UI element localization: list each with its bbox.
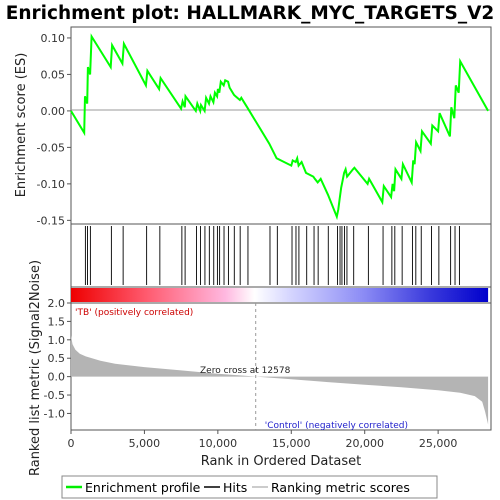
enrichment-profile-line bbox=[70, 33, 489, 221]
es-tick-label: 0.05 bbox=[41, 68, 66, 81]
x-tick-label: 15,000 bbox=[272, 437, 311, 450]
es-panel: 0.10 0.05 0.00 -0.05 -0.10 -0.15 bbox=[37, 26, 492, 227]
positive-label: 'TB' (positively correlated) bbox=[75, 308, 193, 318]
metric-y-tick-label: -1.0 bbox=[44, 407, 65, 420]
metric-panel: 'TB' (positively correlated) Zero cross … bbox=[44, 297, 492, 450]
legend-hits-label: Hits bbox=[223, 480, 247, 495]
hits-panel-frame bbox=[70, 223, 492, 288]
metric-y-ticks: 2.0 1.5 1.0 0.5 0.0 -0.5 -1.0 bbox=[44, 297, 71, 420]
x-tick-label: 10,000 bbox=[199, 437, 238, 450]
metric-y-axis-label: Ranked list metric (Signal2Noise) bbox=[28, 260, 43, 476]
heat-bar bbox=[70, 286, 492, 304]
metric-y-tick-label: 1.5 bbox=[48, 315, 66, 328]
es-tick-label: -0.10 bbox=[37, 178, 65, 191]
es-tick-label: 0.10 bbox=[41, 32, 66, 45]
metric-panel-frame bbox=[70, 302, 492, 431]
x-axis-label: Rank in Ordered Dataset bbox=[201, 454, 362, 469]
legend-frame bbox=[61, 475, 438, 499]
legend-metric-label: Ranking metric scores bbox=[271, 480, 410, 495]
legend-enrichment-label: Enrichment profile bbox=[85, 480, 201, 495]
x-tick-label: 0 bbox=[68, 437, 75, 450]
heat-bar-gradient bbox=[71, 288, 489, 302]
hits-panel bbox=[70, 223, 492, 288]
x-tick-label: 20,000 bbox=[345, 437, 384, 450]
es-y-axis-label: Enrichment score (ES) bbox=[14, 53, 29, 198]
negative-label: 'Control' (negatively correlated) bbox=[265, 421, 408, 431]
es-tick-label: 0.00 bbox=[41, 105, 66, 118]
zero-cross-label: Zero cross at 12578 bbox=[200, 366, 291, 376]
metric-y-tick-label: 2.0 bbox=[48, 297, 66, 310]
x-tick-label: 25,000 bbox=[419, 437, 458, 450]
chart-title: Enrichment plot: HALLMARK_MYC_TARGETS_V2 bbox=[6, 3, 495, 24]
x-tick-label: 5,000 bbox=[129, 437, 161, 450]
hit-marks bbox=[84, 226, 460, 285]
metric-y-tick-label: 0.5 bbox=[48, 352, 66, 365]
es-tick-label: -0.05 bbox=[37, 141, 65, 154]
metric-y-tick-label: -0.5 bbox=[44, 389, 65, 402]
metric-x-ticks: 0 5,000 10,000 15,000 20,000 25,000 bbox=[68, 430, 458, 450]
metric-y-tick-label: 0.0 bbox=[48, 371, 66, 384]
es-tick-label: -0.15 bbox=[37, 214, 65, 227]
ranking-metric-area bbox=[71, 335, 489, 425]
es-panel-frame bbox=[70, 26, 492, 225]
es-y-ticks: 0.10 0.05 0.00 -0.05 -0.10 -0.15 bbox=[37, 32, 71, 227]
legend: Enrichment profile Hits Ranking metric s… bbox=[61, 475, 438, 499]
metric-y-tick-label: 1.0 bbox=[48, 334, 66, 347]
